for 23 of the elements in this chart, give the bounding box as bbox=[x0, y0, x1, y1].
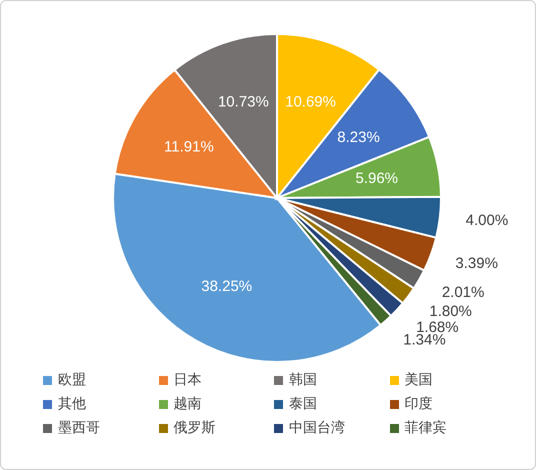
legend-label: 越南 bbox=[174, 395, 202, 413]
data-label: 3.39% bbox=[455, 254, 498, 272]
data-label: 4.00% bbox=[466, 212, 508, 230]
data-label: 11.91% bbox=[164, 138, 214, 156]
legend-label: 韩国 bbox=[289, 371, 317, 389]
legend-label: 欧盟 bbox=[58, 371, 86, 389]
data-label: 8.23% bbox=[337, 128, 380, 146]
legend-label: 日本 bbox=[174, 371, 202, 389]
legend-label: 墨西哥 bbox=[58, 419, 100, 437]
legend-label: 其他 bbox=[58, 395, 86, 413]
data-label: 1.34% bbox=[403, 332, 446, 349]
legend-label: 泰国 bbox=[289, 395, 317, 413]
data-label: 5.96% bbox=[355, 170, 398, 187]
legend-label: 印度 bbox=[404, 395, 432, 413]
data-label: 2.01% bbox=[442, 284, 484, 302]
legend-label: 美国 bbox=[404, 371, 432, 389]
data-label: 1.80% bbox=[429, 303, 472, 320]
data-label: 10.69% bbox=[285, 94, 336, 111]
data-label: 38.25% bbox=[201, 278, 252, 295]
data-label: 10.73% bbox=[218, 94, 269, 111]
legend-label: 菲律宾 bbox=[404, 419, 446, 437]
legend-label: 中国台湾 bbox=[289, 419, 345, 437]
legend-label: 俄罗斯 bbox=[174, 419, 216, 437]
